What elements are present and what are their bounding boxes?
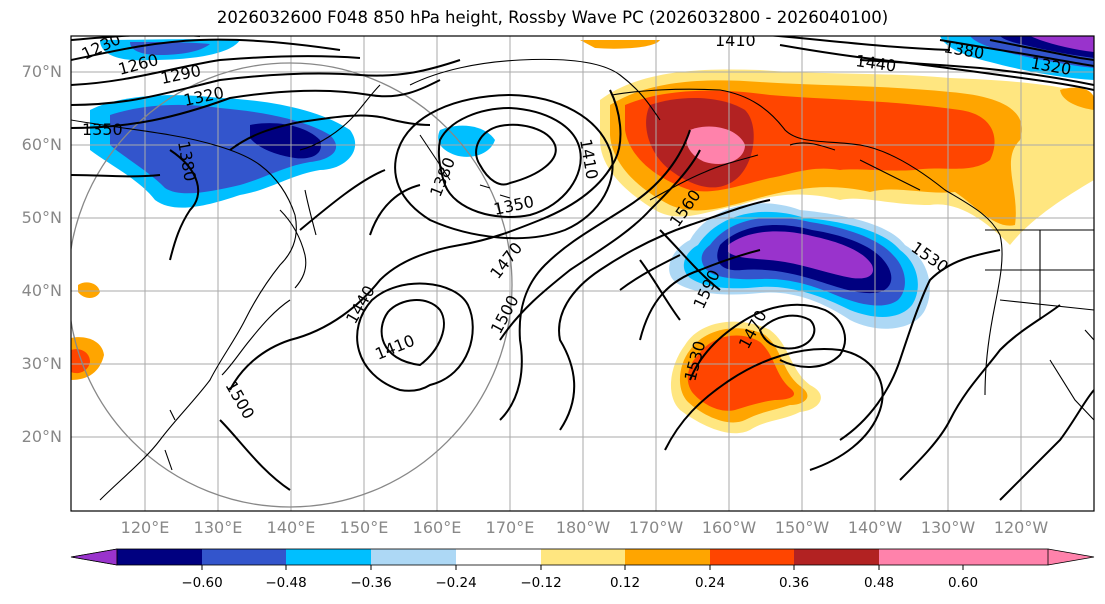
lon-label-130w: 130°W (920, 518, 976, 537)
lon-label-140e: 140°E (266, 518, 316, 537)
height-contours (71, 36, 1094, 501)
lon-label-150e: 150°E (339, 518, 389, 537)
lat-label-70: 70°N (21, 62, 62, 81)
lon-label-130e: 130°E (193, 518, 243, 537)
graticule (71, 36, 1094, 511)
colorbar-tick-label: −0.36 (350, 575, 392, 591)
colorbar-tick-label: −0.24 (435, 575, 477, 591)
lon-label-120e: 120°E (120, 518, 170, 537)
colorbar-tick-label: −0.12 (520, 575, 562, 591)
colorbar-tick-label: −0.60 (181, 575, 223, 591)
lon-label-140w: 140°W (847, 518, 903, 537)
lon-label-150w: 150°W (774, 518, 830, 537)
colorbar-tick-label: −0.48 (265, 575, 307, 591)
colorbar-tick-label: 0.48 (863, 575, 895, 591)
contour-label: 1350 (82, 120, 123, 139)
lon-label-160e: 160°E (412, 518, 462, 537)
anomaly-negative-northeast (71, 36, 1094, 380)
colorbar-tick-label: 0.60 (947, 575, 979, 591)
lon-label-120w: 120°W (993, 518, 1049, 537)
lon-label-160w: 160°W (701, 518, 757, 537)
coastlines (71, 58, 1094, 501)
map-title: 2026032600 F048 850 hPa height, Rossby W… (216, 8, 889, 27)
lat-label-20: 20°N (21, 427, 62, 446)
lat-label-30: 30°N (21, 354, 62, 373)
lon-label-180w: 180°W (555, 518, 611, 537)
lon-label-170w: 170°W (628, 518, 684, 537)
colorbar-tick-label: 0.12 (609, 575, 641, 591)
lat-label-60: 60°N (21, 135, 62, 154)
colorbar-tick-label: 0.36 (778, 575, 810, 591)
lat-label-50: 50°N (21, 208, 62, 227)
great-circle-outline (71, 62, 513, 508)
contour-label: 1410 (715, 31, 756, 50)
anomaly-positive-north (600, 69, 1094, 245)
lat-label-40: 40°N (21, 281, 62, 300)
map-frame (70, 35, 1095, 512)
lon-label-170e: 170°E (485, 518, 535, 537)
colorbar-tick-label: 0.24 (694, 575, 726, 591)
